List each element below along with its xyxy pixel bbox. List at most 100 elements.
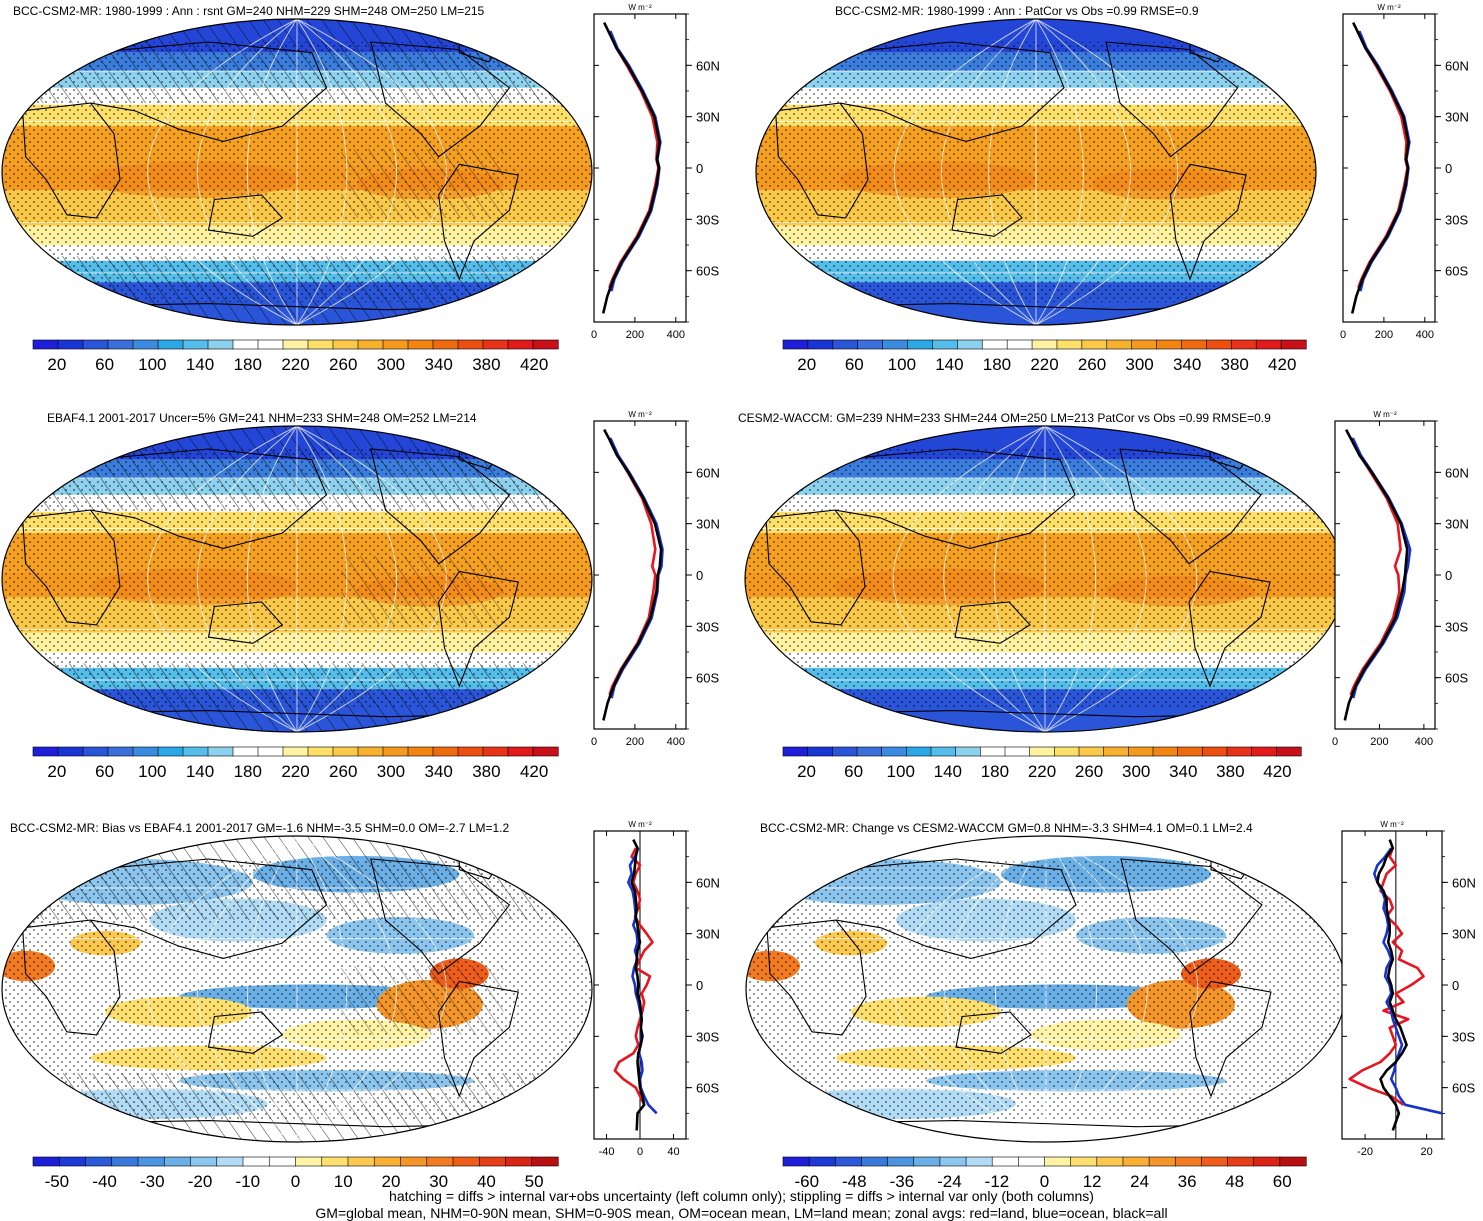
panel-title: BCC-CSM2-MR: 1980-1999 : Ann : rsnt GM=2… (13, 4, 485, 18)
colorbar-label: 260 (1075, 762, 1103, 781)
colorbar-label: -30 (140, 1172, 165, 1191)
colorbar-label: -40 (92, 1172, 117, 1191)
lat-tick-label: 30S (696, 619, 719, 634)
lat-tick-label: 60S (1445, 264, 1468, 279)
lat-tick-label: 60S (1445, 671, 1468, 686)
lat-tick-label: 60N (1452, 875, 1476, 890)
colorbar-label: 50 (525, 1172, 544, 1191)
lat-tick-label: 60S (696, 264, 719, 279)
x-tick-label: 400 (1416, 329, 1434, 341)
x-tick-label: 0 (1340, 329, 1346, 341)
profile-series-land (1348, 847, 1425, 1106)
colorbar-label: 380 (472, 762, 500, 781)
map (2, 426, 592, 732)
colorbar-label: 340 (424, 762, 452, 781)
colorbar-label: 24 (1130, 1172, 1149, 1191)
x-tick-label: 200 (626, 329, 644, 341)
colorbar-label: 340 (1173, 355, 1201, 374)
colorbar-label: 20 (797, 355, 816, 374)
zonal-profile: W m⁻² 60N 30N 0 30S 60S 0 200 400 (591, 3, 720, 341)
colorbar-label: 300 (377, 762, 405, 781)
zonal-profile: W m⁻² 60N 30N 0 30S 60S 0 200 400 (1340, 3, 1469, 341)
profile-units: W m⁻² (1373, 410, 1397, 419)
colorbar-label: 180 (983, 355, 1011, 374)
lat-tick-label: 30N (696, 110, 720, 125)
zonal-profile: W m⁻² 60N 30N 0 30S 60S -40 0 40 (593, 820, 720, 1158)
colorbar-label: 140 (186, 355, 214, 374)
lat-tick-label: 30S (696, 1029, 719, 1044)
colorbar-label: 260 (329, 762, 357, 781)
colorbar: 20 60 100 140 180 220 260 300 340 380 420 (32, 746, 559, 781)
colorbar-label: 300 (1122, 762, 1150, 781)
profile-series-all (601, 22, 661, 314)
x-tick-label: 200 (1370, 736, 1388, 748)
profile-units: W m⁻² (628, 820, 652, 829)
x-tick-label: 0 (637, 1146, 643, 1158)
colorbar-label: -10 (235, 1172, 260, 1191)
lat-tick-label: 0 (696, 568, 703, 583)
colorbar-label: 300 (1125, 355, 1153, 374)
profile-frame (593, 420, 687, 730)
colorbar-label: 60 (845, 355, 864, 374)
lat-tick-label: 60N (1445, 58, 1469, 73)
colorbar-label: -50 (45, 1172, 70, 1191)
lat-tick-label: 60N (696, 465, 720, 480)
colorbar: -60 -48 -36 -24 -12 0 12 24 36 48 60 (782, 1156, 1307, 1191)
x-tick-label: 200 (1375, 329, 1393, 341)
profile-series-ocean (1373, 847, 1443, 1115)
zonal-profile: W m⁻² 60N 30N 0 30S 60S -20 20 (1341, 820, 1476, 1158)
lat-tick-label: 0 (696, 978, 703, 993)
colorbar-label: 48 (1225, 1172, 1244, 1191)
colorbar-label: 10 (334, 1172, 353, 1191)
colorbar-label: 20 (381, 1172, 400, 1191)
panel-title: BCC-CSM2-MR: 1980-1999 : Ann : PatCor vs… (835, 4, 1199, 18)
colorbar-label: 420 (520, 762, 548, 781)
lat-tick-label: 0 (1445, 161, 1452, 176)
zonal-profile: W m⁻² 60N 30N 0 30S 60S 0 200 400 (1332, 410, 1469, 748)
profile-series-all (1343, 428, 1409, 721)
panel-title: CESM2-WACCM: GM=239 NHM=233 SHM=244 OM=2… (738, 411, 1271, 425)
colorbar-label: -12 (985, 1172, 1010, 1191)
lat-tick-label: 0 (1452, 978, 1459, 993)
panel-title: EBAF4.1 2001-2017 Uncer=5% GM=241 NHM=23… (47, 411, 477, 425)
panel-title: BCC-CSM2-MR: Bias vs EBAF4.1 2001-2017 G… (10, 821, 510, 835)
colorbar-label: -20 (188, 1172, 213, 1191)
colorbar-label: 100 (138, 355, 166, 374)
colorbar-label: 420 (1263, 762, 1291, 781)
colorbar-label: 380 (1216, 762, 1244, 781)
profile-units: W m⁻² (1377, 3, 1401, 12)
x-tick-label: -40 (599, 1146, 615, 1158)
colorbar-label: 380 (1220, 355, 1248, 374)
colorbar-label: 180 (981, 762, 1009, 781)
lat-tick-label: 30N (1445, 517, 1469, 532)
lat-tick-label: 60S (696, 1081, 719, 1096)
lat-tick-label: 30N (1445, 110, 1469, 125)
profile-series-all (1376, 839, 1408, 1131)
colorbar-label: -48 (842, 1172, 867, 1191)
lat-tick-label: 60N (696, 875, 720, 890)
x-tick-label: 400 (667, 736, 685, 748)
colorbar-label: 0 (291, 1172, 300, 1191)
colorbar-label: 180 (234, 762, 262, 781)
map-border (1, 18, 593, 326)
colorbar-label: 40 (477, 1172, 496, 1191)
zonal-profile: W m⁻² 60N 30N 0 30S 60S 0 200 400 (591, 410, 720, 748)
lat-tick-label: 30S (696, 212, 719, 227)
panel-title: BCC-CSM2-MR: Change vs CESM2-WACCM GM=0.… (760, 821, 1253, 835)
profile-series-land (613, 847, 654, 1106)
x-tick-label: 40 (667, 1146, 679, 1158)
colorbar-label: 180 (234, 355, 262, 374)
colorbar: 20 60 100 140 180 220 260 300 340 380 420 (32, 339, 559, 374)
colorbar-label: 220 (1028, 762, 1056, 781)
colorbar-label: -36 (890, 1172, 915, 1191)
colorbar-label: 20 (47, 762, 66, 781)
map-border (755, 18, 1317, 326)
colorbar-label: 0 (1040, 1172, 1049, 1191)
colorbar-label: 220 (1030, 355, 1058, 374)
